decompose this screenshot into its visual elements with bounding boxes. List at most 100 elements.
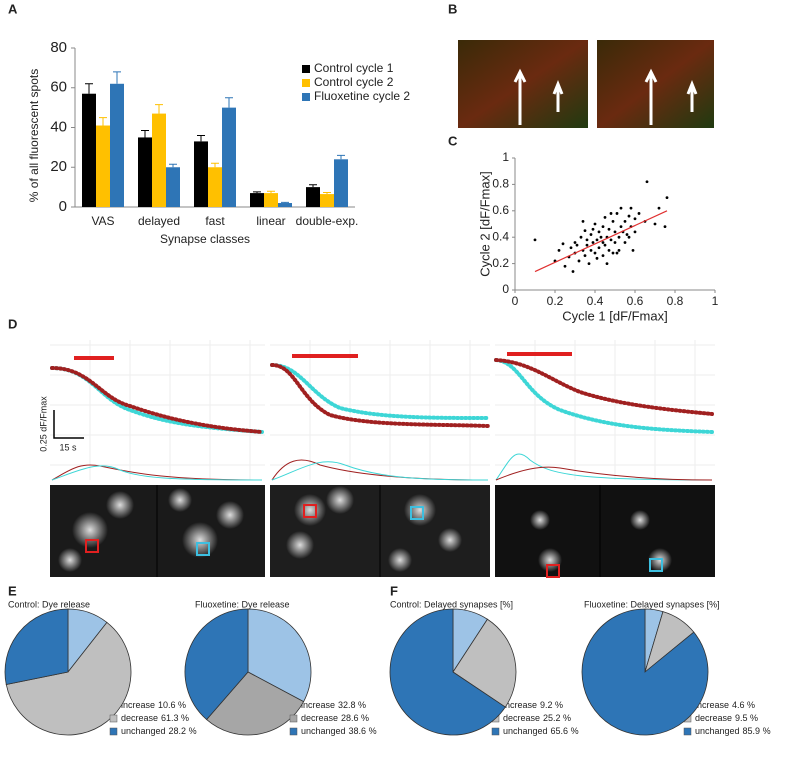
legend-label: Control cycle 1 [314, 61, 394, 75]
point [615, 212, 619, 215]
point [617, 235, 621, 239]
point [603, 216, 607, 219]
bar [222, 107, 236, 207]
error-bar [141, 129, 149, 138]
x-tick-label: double-exp. [296, 214, 359, 228]
point [585, 238, 589, 242]
bar [166, 167, 180, 207]
value-label: 28.2 % [169, 726, 197, 736]
point [591, 241, 595, 244]
point [645, 180, 649, 184]
legend-label: decrease [695, 713, 732, 723]
legend-entry: decrease 9.5 % [695, 713, 758, 723]
pie-title: Fluoxetine: Delayed synapses [%] [584, 599, 720, 609]
point [589, 233, 593, 236]
point [629, 206, 633, 210]
y-tick-label: 0.4 [492, 229, 509, 243]
x-axis-label: Synapse classes [160, 232, 250, 246]
value-label: 85.9 % [743, 726, 771, 736]
panel-label: E [8, 583, 17, 598]
error-bar [169, 163, 177, 168]
legend-label: Fluoxetine cycle 2 [314, 89, 410, 103]
pie-title: Fluoxetine: Dye release [195, 599, 290, 609]
legend-label: unchanged [301, 726, 346, 736]
legend-swatch [109, 727, 118, 736]
point [563, 264, 567, 268]
y-tick-label: 0.8 [492, 177, 509, 191]
point [601, 225, 605, 229]
point [633, 230, 637, 234]
point [597, 230, 601, 234]
trendline [534, 210, 668, 273]
point [577, 259, 581, 263]
point [599, 235, 603, 239]
point [585, 243, 589, 247]
point [575, 243, 579, 247]
point [613, 230, 617, 234]
point [603, 243, 607, 247]
legend-label: increase [301, 700, 335, 710]
y-tick-label: 80 [50, 39, 67, 56]
value-label: 38.6 % [349, 726, 377, 736]
bar [334, 159, 348, 207]
scale-label: 15 s [59, 442, 77, 452]
bar [250, 193, 264, 207]
x-tick-label: 0.2 [547, 294, 564, 308]
value-label: 61.3 % [161, 713, 189, 723]
point [637, 212, 641, 215]
error-bar [253, 191, 261, 194]
point [583, 229, 587, 233]
trace-panels [50, 340, 715, 481]
point [607, 249, 611, 252]
legend-label: Control cycle 2 [314, 75, 394, 89]
point [613, 241, 617, 244]
x-tick-label: linear [256, 214, 285, 228]
pie-slice [452, 618, 517, 708]
legend-label: decrease [503, 713, 540, 723]
y-tick-label: 0.2 [492, 256, 509, 270]
legend-entry: increase 9.2 % [503, 700, 563, 710]
pie-slice [184, 608, 249, 721]
point [657, 206, 661, 210]
scale-label: 0.25 dF/Fmax [38, 396, 48, 452]
point [623, 241, 627, 244]
legend-label: unchanged [503, 726, 548, 736]
panel-label: D [8, 316, 17, 331]
point [605, 262, 609, 265]
pie-slice [5, 621, 132, 736]
value-label: 28.6 % [341, 713, 369, 723]
point [589, 249, 593, 252]
value-label: 32.8 % [338, 700, 366, 710]
bar [110, 83, 124, 207]
point [619, 225, 623, 229]
pie-slice [206, 671, 305, 736]
error-bar [85, 83, 93, 94]
error-bar [113, 71, 121, 84]
point [557, 249, 561, 252]
panel-label: F [390, 583, 398, 598]
error-bar [99, 117, 107, 126]
bar [82, 93, 96, 207]
bar [278, 203, 292, 207]
point [533, 238, 537, 242]
point [595, 256, 599, 260]
pie-slice [389, 608, 506, 736]
legend-swatch [491, 727, 500, 736]
point [593, 222, 597, 226]
pie-title: Control: Delayed synapses [%] [390, 599, 513, 609]
legend-swatch [683, 727, 692, 736]
x-tick-label: 0 [512, 294, 519, 308]
legend-entry: unchanged 65.6 % [503, 726, 579, 736]
legend-entry: decrease 61.3 % [121, 713, 189, 723]
bar [152, 113, 166, 207]
point [579, 235, 583, 239]
point [633, 217, 637, 221]
point [573, 241, 577, 244]
micrographs [50, 485, 715, 578]
y-tick-label: 0 [59, 198, 67, 215]
legend-swatch [109, 714, 118, 723]
bar [208, 167, 222, 207]
point [587, 262, 591, 265]
pie-slice [4, 608, 69, 685]
